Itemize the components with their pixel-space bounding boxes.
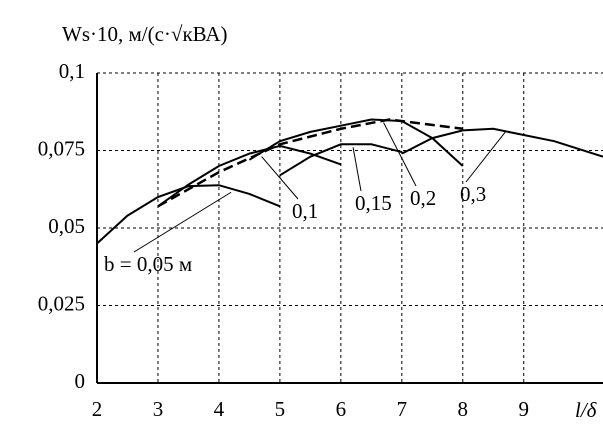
- x-tick-label: 7: [397, 397, 408, 421]
- x-tick-label: 8: [458, 397, 469, 421]
- leader-line: [261, 156, 299, 200]
- y-tick-label: 0,025: [38, 291, 85, 315]
- y-tick-label: 0,075: [38, 136, 85, 160]
- x-tick-label: 6: [336, 397, 347, 421]
- line-series: [157, 118, 463, 208]
- line-series: [248, 118, 464, 167]
- series-label: 0,15: [355, 191, 392, 215]
- series-label: 0,1: [292, 199, 318, 223]
- chart-title: Ws·10, м/(с·√кВА): [62, 22, 228, 46]
- line-series: [279, 143, 403, 177]
- x-tick-label: 3: [153, 397, 164, 421]
- leader-line: [352, 147, 362, 192]
- leader-line: [133, 191, 232, 253]
- line-series: [401, 127, 603, 158]
- x-tick-label: 9: [518, 397, 529, 421]
- line-series: [96, 184, 281, 245]
- x-tick-label: 4: [214, 397, 225, 421]
- series-label: 0,3: [460, 182, 486, 206]
- series-label: b = 0,05 м: [104, 252, 192, 276]
- series-label: 0,2: [410, 186, 436, 210]
- x-tick-label: 2: [92, 397, 103, 421]
- x-tick-label: 5: [275, 397, 286, 421]
- y-tick-label: 0,1: [59, 59, 85, 83]
- y-tick-label: 0,05: [48, 214, 85, 238]
- leader-line: [383, 122, 417, 187]
- leader-line: [465, 131, 506, 183]
- line-series: [157, 144, 342, 208]
- x-axis-label: l/δ: [575, 398, 598, 422]
- y-tick-label: 0: [75, 369, 86, 393]
